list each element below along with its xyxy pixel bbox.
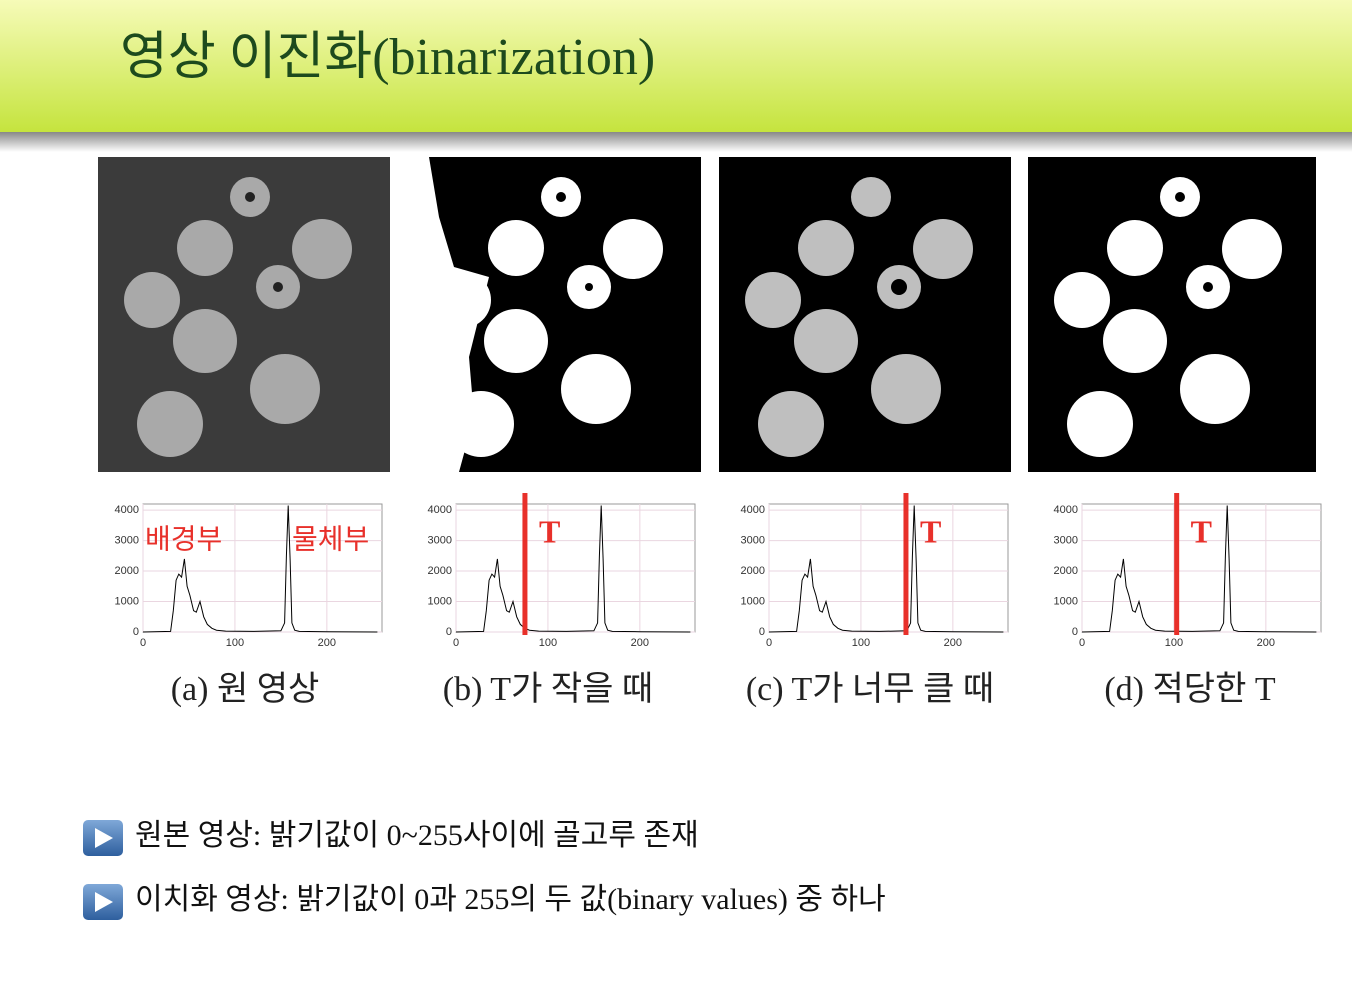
title: 영상 이진화(binarization): [120, 29, 655, 86]
bullet-text: 원본 영상: 밝기값이 0~255사이에 골고루 존재: [135, 819, 699, 852]
x-tick-label: 200: [631, 637, 649, 649]
image-b: [409, 157, 701, 472]
y-tick-label: 3000: [428, 534, 452, 546]
threshold-label: T: [920, 513, 941, 549]
caption: (c) T가 너무 클 때: [746, 671, 994, 708]
y-tick-label: 2000: [1054, 565, 1078, 577]
plot-frame: [455, 503, 696, 633]
plot-frame: [142, 503, 383, 633]
image-c: [719, 157, 1011, 472]
header-shadow: [0, 132, 1352, 152]
caption: (a) 원 영상: [171, 671, 320, 708]
x-tick-label: 200: [318, 637, 336, 649]
y-tick-label: 1000: [428, 595, 452, 607]
y-tick-label: 0: [446, 626, 452, 638]
y-tick-label: 1000: [741, 595, 765, 607]
y-tick-label: 0: [133, 626, 139, 638]
plot-frame: [768, 503, 1009, 633]
x-tick-label: 100: [852, 637, 870, 649]
y-tick-label: 2000: [741, 565, 765, 577]
y-tick-label: 1000: [1054, 595, 1078, 607]
y-tick-label: 3000: [115, 534, 139, 546]
bullet-text: 이치화 영상: 밝기값이 0과 255의 두 값(binary values) …: [135, 883, 886, 916]
y-tick-label: 2000: [428, 565, 452, 577]
x-tick-label: 0: [453, 637, 459, 649]
threshold-label: T: [1191, 513, 1212, 549]
y-tick-label: 4000: [741, 504, 765, 516]
region-label: 물체부: [292, 524, 369, 555]
x-tick-label: 0: [1079, 637, 1085, 649]
image-a: [98, 157, 390, 472]
image-d: [1028, 157, 1316, 472]
y-tick-label: 4000: [428, 504, 452, 516]
x-tick-label: 100: [226, 637, 244, 649]
histogram-line: [142, 505, 378, 633]
region-label: 배경부: [145, 524, 222, 555]
y-tick-label: 1000: [115, 595, 139, 607]
x-tick-label: 100: [1165, 637, 1183, 649]
header-band: [0, 0, 1352, 132]
caption: (b) T가 작을 때: [443, 671, 653, 708]
histogram-line: [768, 505, 1004, 633]
x-tick-label: 0: [140, 637, 146, 649]
x-tick-label: 200: [944, 637, 962, 649]
x-tick-label: 200: [1257, 637, 1275, 649]
bullet-arrow: [95, 892, 113, 912]
caption: (d) 적당한 T: [1104, 671, 1275, 708]
y-tick-label: 0: [1072, 626, 1078, 638]
y-tick-label: 3000: [1054, 534, 1078, 546]
y-tick-label: 0: [759, 626, 765, 638]
y-tick-label: 3000: [741, 534, 765, 546]
histogram-line: [1081, 505, 1317, 633]
y-tick-label: 2000: [115, 565, 139, 577]
bullet-arrow: [95, 828, 113, 848]
y-tick-label: 4000: [115, 504, 139, 516]
threshold-label: T: [539, 513, 560, 549]
x-tick-label: 0: [766, 637, 772, 649]
x-tick-label: 100: [539, 637, 557, 649]
y-tick-label: 4000: [1054, 504, 1078, 516]
